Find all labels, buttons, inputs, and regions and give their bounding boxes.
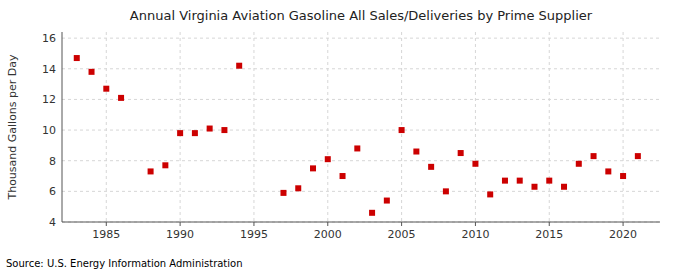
point bbox=[458, 150, 464, 156]
point bbox=[428, 164, 434, 170]
x-ticks: 1985 1990 1995 2000 2005 2010 2015 2020 bbox=[92, 222, 637, 241]
y-tick-label: 16 bbox=[42, 32, 56, 45]
point bbox=[472, 161, 478, 167]
point bbox=[531, 184, 537, 190]
y-tick-label: 10 bbox=[42, 124, 56, 137]
grid-line-y bbox=[62, 191, 660, 192]
grid-line-y bbox=[62, 38, 660, 39]
grid bbox=[62, 32, 660, 222]
x-tick-label: 2005 bbox=[388, 228, 416, 241]
y-axis-label: Thousand Gallons per Day bbox=[6, 54, 19, 201]
y-tick-label: 12 bbox=[42, 93, 56, 106]
points bbox=[74, 55, 641, 216]
x-tick bbox=[401, 222, 402, 226]
x-tick bbox=[623, 222, 624, 226]
x-tick-label: 1990 bbox=[166, 228, 194, 241]
chart-container: 1985 1990 1995 2000 2005 2010 2015 2020 4 6 8 10 12 1… bbox=[0, 0, 675, 275]
grid-line-x bbox=[327, 32, 328, 222]
point bbox=[325, 156, 331, 162]
x-tick bbox=[180, 222, 181, 226]
point bbox=[354, 145, 360, 151]
point bbox=[177, 130, 183, 136]
point bbox=[280, 190, 286, 196]
x-tick-label: 2010 bbox=[461, 228, 489, 241]
point bbox=[635, 153, 641, 159]
point bbox=[192, 130, 198, 136]
point bbox=[118, 95, 124, 101]
point bbox=[399, 127, 405, 133]
point bbox=[384, 198, 390, 204]
y-tick-label: 6 bbox=[49, 185, 56, 198]
point bbox=[74, 55, 80, 61]
x-tick-label: 1995 bbox=[240, 228, 268, 241]
point bbox=[89, 69, 95, 75]
grid-line-x bbox=[475, 32, 476, 222]
x-tick bbox=[549, 222, 550, 226]
point bbox=[162, 162, 168, 168]
y-axis-line bbox=[62, 32, 63, 222]
grid-line-x bbox=[549, 32, 550, 222]
x-tick bbox=[475, 222, 476, 226]
point bbox=[295, 185, 301, 191]
grid-line-y bbox=[62, 130, 660, 131]
source-note: Source: U.S. Energy Information Administ… bbox=[6, 258, 243, 269]
title: Annual Virginia Aviation Gasoline All Sa… bbox=[130, 8, 593, 23]
point bbox=[487, 191, 493, 197]
point bbox=[605, 168, 611, 174]
x-tick bbox=[106, 222, 107, 226]
point bbox=[103, 86, 109, 92]
x-tick-label: 2020 bbox=[609, 228, 637, 241]
point bbox=[443, 188, 449, 194]
grid-line-y bbox=[62, 68, 660, 69]
point bbox=[369, 210, 375, 216]
point bbox=[148, 168, 154, 174]
x-tick bbox=[253, 222, 254, 226]
point bbox=[576, 161, 582, 167]
x-tick-label: 2015 bbox=[535, 228, 563, 241]
point bbox=[561, 184, 567, 190]
grid-line-y bbox=[62, 222, 660, 223]
point bbox=[591, 153, 597, 159]
point bbox=[413, 149, 419, 155]
y-ticks: 4 6 8 10 12 14 16 bbox=[42, 32, 56, 229]
y-tick-label: 14 bbox=[42, 63, 56, 76]
grid-line-x bbox=[623, 32, 624, 222]
grid-line-y bbox=[62, 160, 660, 161]
grid-line-x bbox=[253, 32, 254, 222]
point bbox=[207, 126, 213, 132]
grid-line-y bbox=[62, 99, 660, 100]
point bbox=[310, 165, 316, 171]
grid-line-x bbox=[180, 32, 181, 222]
point bbox=[546, 178, 552, 184]
point bbox=[620, 173, 626, 179]
point bbox=[236, 63, 242, 69]
point bbox=[517, 178, 523, 184]
chart: 1985 1990 1995 2000 2005 2010 2015 2020 4 6 8 10 12 1… bbox=[0, 0, 675, 275]
point bbox=[340, 173, 346, 179]
grid-line-x bbox=[401, 32, 402, 222]
x-tick-label: 2000 bbox=[314, 228, 342, 241]
y-tick-label: 8 bbox=[49, 155, 56, 168]
x-tick-label: 1985 bbox=[92, 228, 120, 241]
grid-line-x bbox=[106, 32, 107, 222]
x-axis-line bbox=[62, 222, 660, 223]
y-tick-label: 4 bbox=[49, 216, 56, 229]
point bbox=[502, 178, 508, 184]
point bbox=[221, 127, 227, 133]
x-tick bbox=[327, 222, 328, 226]
